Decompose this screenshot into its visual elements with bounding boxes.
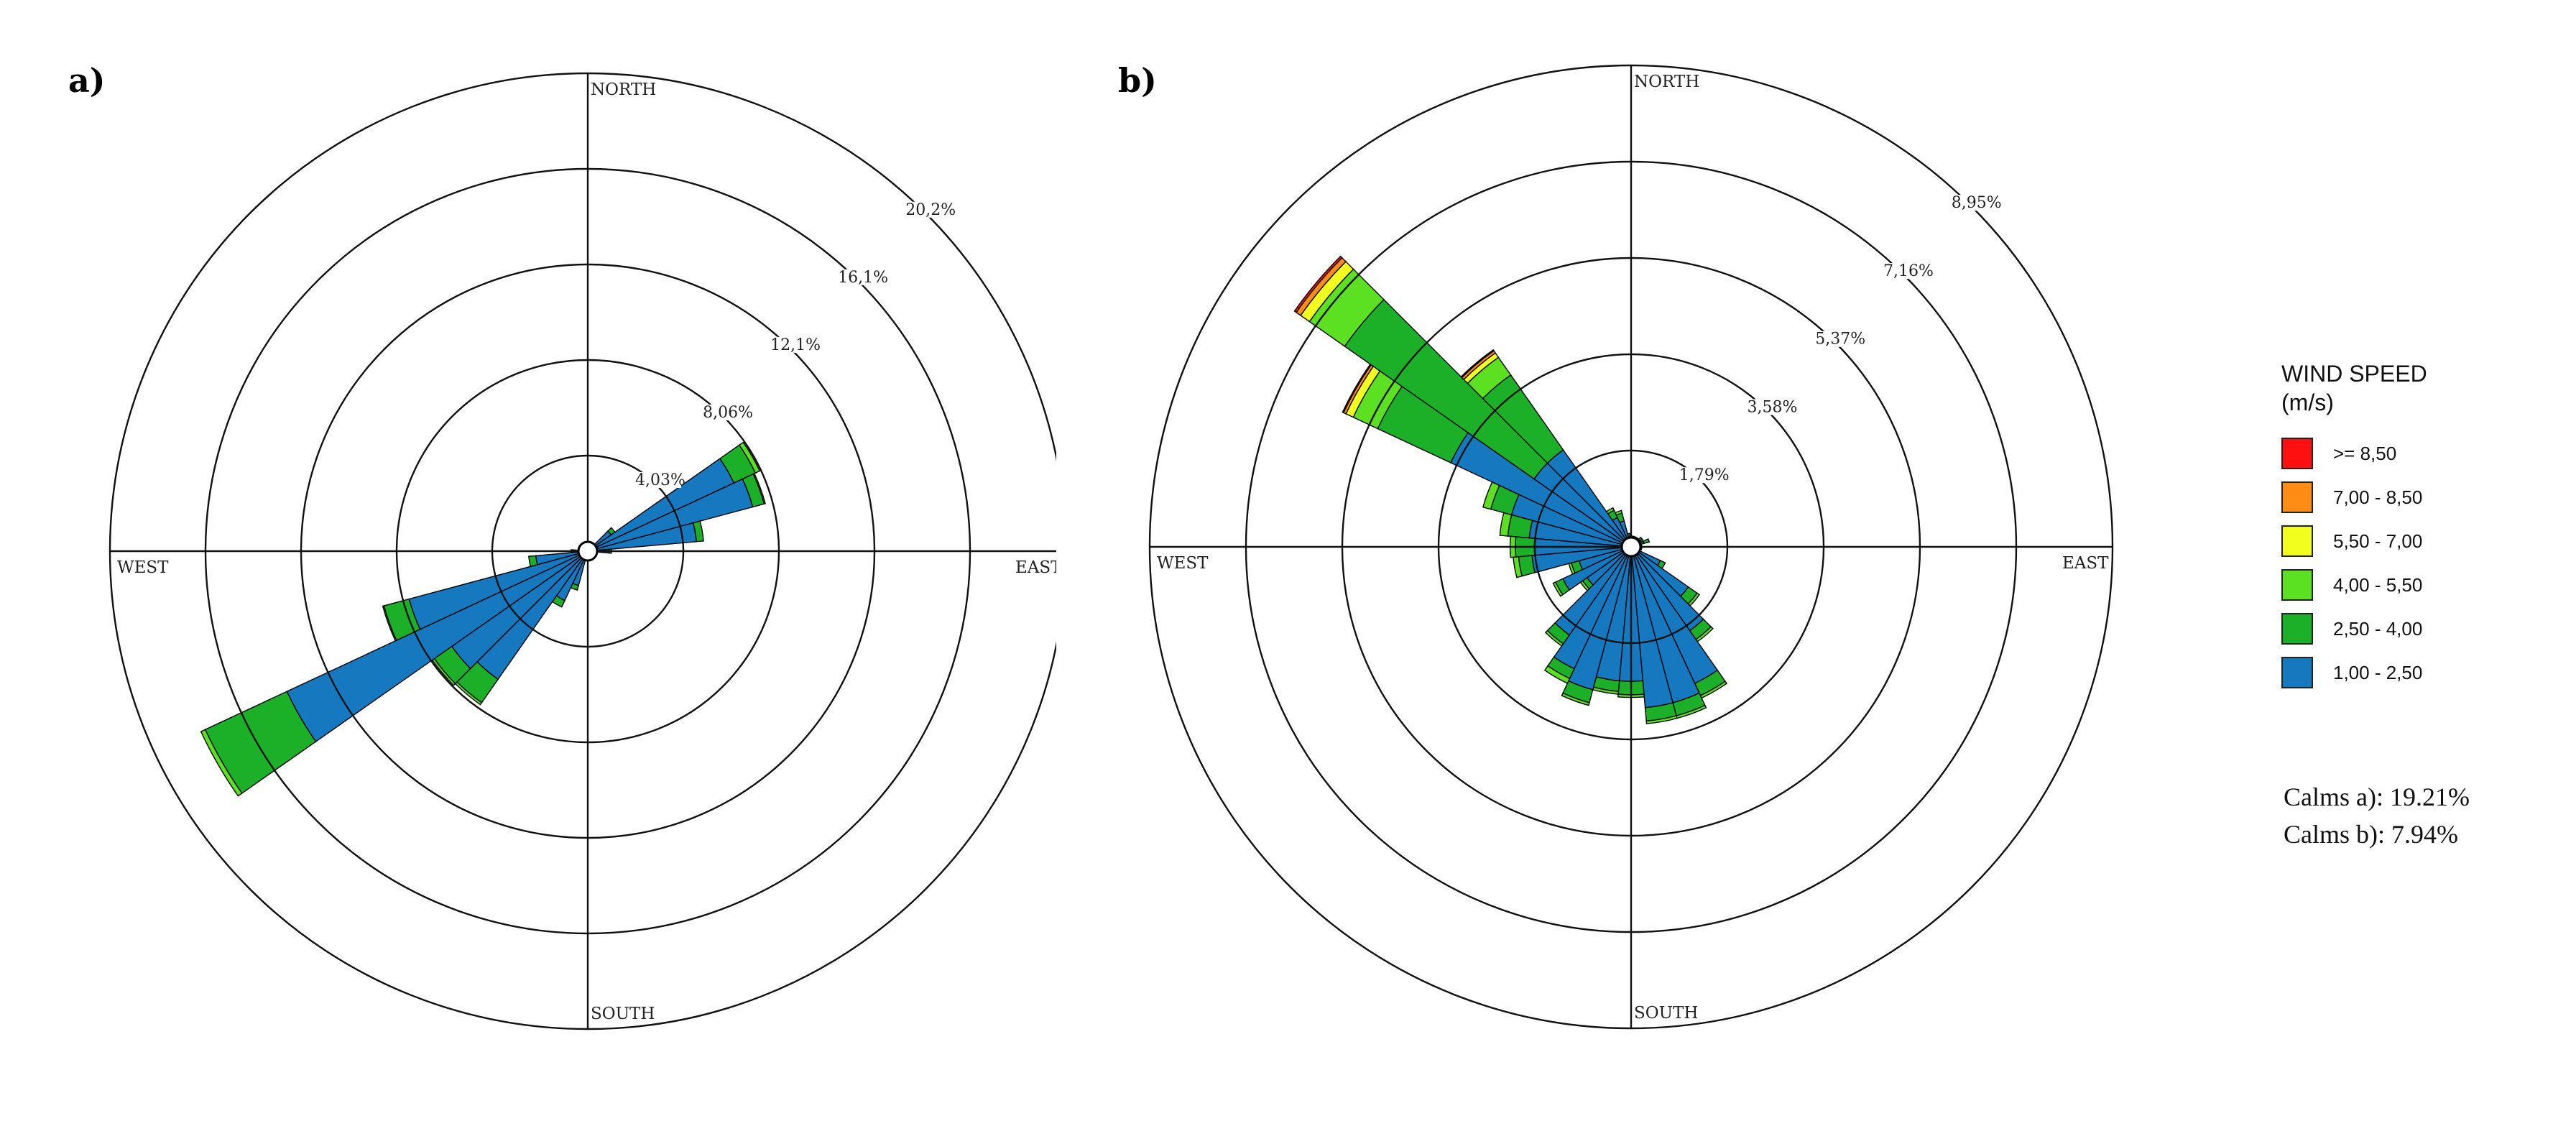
center-hub bbox=[577, 540, 599, 562]
petal-segment bbox=[1645, 715, 1678, 724]
petal-segment bbox=[528, 555, 538, 568]
petal-segment bbox=[1605, 507, 1615, 515]
wind-rose-b: b) 1,79% 3,58% 5,37% 7,16% 8,95% NORTH SOUTH EAS… bbox=[1118, 61, 2114, 1030]
legend-label: 2,50 - 4,00 bbox=[2333, 617, 2423, 640]
legend-item-7-00-8-50: 7,00 - 8,50 bbox=[2281, 479, 2569, 515]
petal-segment bbox=[1544, 629, 1564, 647]
petal-segment bbox=[1293, 255, 1343, 313]
panel-label: b) bbox=[1118, 61, 1157, 100]
ring-label: 1,79% bbox=[1679, 466, 1730, 484]
ring-label-bg bbox=[701, 404, 749, 420]
ring-label-bg bbox=[1882, 262, 1930, 279]
wind-rose-a: a) 4,03% 8,06% 12,1% 16,1% 20,2% NORTH SOUTH EAS… bbox=[68, 61, 1056, 1030]
petal-segment bbox=[1543, 665, 1571, 684]
ring-label-bg bbox=[836, 269, 885, 285]
calms-b: Calms b): 7.94% bbox=[2284, 820, 2458, 849]
petal-segment bbox=[1614, 509, 1623, 516]
legend-swatch bbox=[2281, 613, 2313, 645]
legend-label: 5,50 - 7,00 bbox=[2333, 530, 2423, 552]
petal-segment bbox=[752, 472, 766, 505]
direction-east: EAST bbox=[2062, 554, 2109, 573]
ring-label-bg bbox=[1677, 467, 1725, 484]
legend-swatch bbox=[2281, 657, 2313, 688]
petal-segment bbox=[738, 441, 761, 474]
petal-segment bbox=[1561, 692, 1590, 706]
legend-item-gte-8-50: >= 8,50 bbox=[2281, 435, 2569, 471]
legend-label: 1,00 - 2,50 bbox=[2333, 661, 2423, 683]
direction-west: WEST bbox=[1157, 554, 1209, 573]
legend-item-2-50-4-00: 2,50 - 4,00 bbox=[2281, 611, 2569, 647]
calms-info: Calms a): 19.21% Calms b): 7.94% bbox=[2284, 778, 2470, 853]
legend-swatch bbox=[2281, 438, 2313, 469]
petal-segment bbox=[286, 550, 588, 742]
calms-a: Calms a): 19.21% bbox=[2284, 783, 2470, 811]
petal-segment bbox=[1643, 538, 1651, 545]
legend-swatch bbox=[2281, 525, 2313, 557]
ring-label: 8,06% bbox=[703, 404, 753, 422]
petal-segment bbox=[1627, 532, 1631, 538]
ring-label-bg bbox=[1949, 195, 1998, 211]
ring-label-bg bbox=[904, 201, 952, 218]
ring-label-bg bbox=[769, 336, 817, 353]
ring-label-bg bbox=[1745, 399, 1793, 415]
ring-label: 7,16% bbox=[1883, 262, 1934, 280]
direction-east: EAST bbox=[1015, 558, 1056, 577]
direction-west: WEST bbox=[117, 558, 169, 577]
petal-segment bbox=[692, 520, 704, 543]
legend-title: WIND SPEED (m/s) bbox=[2281, 359, 2569, 417]
petal-segment bbox=[382, 605, 397, 642]
ring-label-bg bbox=[1814, 331, 1862, 347]
ring-label: 12,1% bbox=[770, 336, 821, 354]
direction-north: NORTH bbox=[591, 80, 656, 99]
wind-speed-legend: WIND SPEED (m/s) >= 8,50 7,00 - 8,50 5,5… bbox=[2281, 359, 2569, 698]
legend-label: 7,00 - 8,50 bbox=[2333, 486, 2423, 508]
petal-segment bbox=[1552, 581, 1564, 597]
ring-label: 3,58% bbox=[1748, 398, 1798, 416]
legend-swatch bbox=[2281, 481, 2313, 513]
ring-label: 8,95% bbox=[1952, 194, 2002, 212]
legend-label: 4,00 - 5,50 bbox=[2333, 573, 2423, 596]
direction-north: NORTH bbox=[1634, 73, 1699, 91]
petal-segment bbox=[200, 729, 243, 797]
legend-title-line1: WIND SPEED bbox=[2281, 361, 2427, 387]
petal-segment bbox=[1460, 349, 1495, 379]
ring-label-bg bbox=[634, 471, 682, 488]
direction-south: SOUTH bbox=[591, 1005, 655, 1023]
ring-label: 16,1% bbox=[838, 269, 888, 287]
center-hub bbox=[1620, 536, 1642, 558]
legend-item-4-00-5-50: 4,00 - 5,50 bbox=[2281, 567, 2569, 603]
legend-item-1-00-2-50: 1,00 - 2,50 bbox=[2281, 655, 2569, 691]
ring-label: 20,2% bbox=[905, 201, 956, 219]
legend-title-line2: (m/s) bbox=[2281, 389, 2334, 415]
ring-label: 4,03% bbox=[635, 471, 685, 489]
legend-swatch bbox=[2281, 569, 2313, 601]
legend-item-5-50-7-00: 5,50 - 7,00 bbox=[2281, 523, 2569, 559]
legend-label: >= 8,50 bbox=[2333, 442, 2397, 464]
direction-south: SOUTH bbox=[1634, 1004, 1698, 1023]
ring-label: 5,37% bbox=[1815, 331, 1865, 349]
panel-label: a) bbox=[68, 61, 106, 100]
